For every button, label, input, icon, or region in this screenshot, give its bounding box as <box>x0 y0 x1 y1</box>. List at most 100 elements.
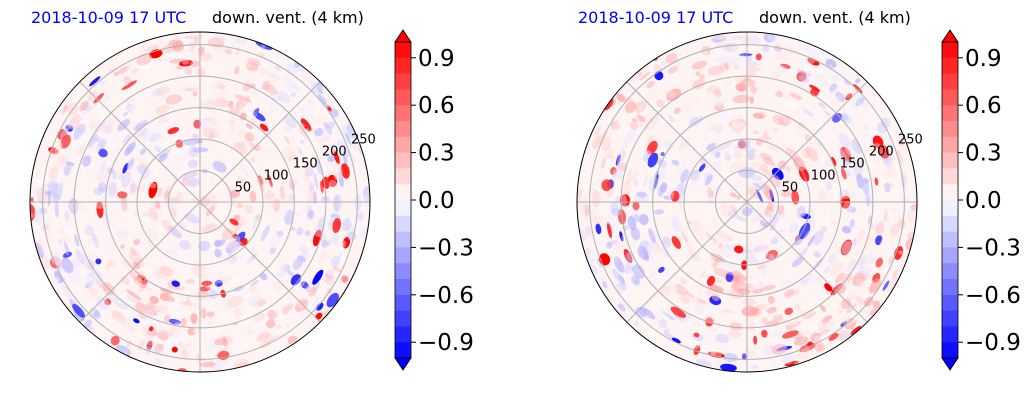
field-blob <box>180 231 192 238</box>
field-blob <box>780 63 791 69</box>
field-blob <box>720 200 732 218</box>
field-blob <box>83 319 93 329</box>
field-blob <box>159 304 169 310</box>
field-blob <box>173 169 179 175</box>
field-blob <box>676 224 682 230</box>
field-blob <box>65 226 77 237</box>
colorbar-segment <box>395 73 411 90</box>
field-blob <box>886 163 896 178</box>
field-blob <box>661 311 676 321</box>
field-blob <box>851 138 862 155</box>
field-blob <box>184 67 193 75</box>
field-blob <box>268 101 280 113</box>
field-blob <box>192 133 198 139</box>
field-blob <box>849 218 856 228</box>
field-blob <box>719 151 730 158</box>
field-blob <box>146 240 161 254</box>
field-blob <box>878 144 890 159</box>
colorbar-segment <box>395 105 411 122</box>
field-blob <box>231 86 241 92</box>
field-blob <box>767 144 780 153</box>
field-blob <box>87 104 96 115</box>
field-blob <box>248 295 262 306</box>
field-blob <box>341 217 352 232</box>
field-blob <box>840 176 850 191</box>
field-blob <box>752 130 760 135</box>
field-blob <box>716 47 722 58</box>
field-blob <box>282 76 295 87</box>
field-blob <box>181 177 190 187</box>
field-blob <box>235 343 252 354</box>
field-blob <box>845 291 852 298</box>
field-blob <box>226 296 244 308</box>
field-blob <box>745 255 758 265</box>
field-blob <box>297 146 303 156</box>
field-blob <box>725 270 741 276</box>
field-blob <box>67 115 76 127</box>
field-blob <box>851 190 856 198</box>
field-blob <box>658 266 665 273</box>
field-blob <box>680 295 691 305</box>
field-blob <box>293 83 303 93</box>
field-blob <box>68 201 79 216</box>
grid-spoke <box>199 201 321 323</box>
field-blob <box>100 93 111 104</box>
colorbar-segment <box>942 57 958 75</box>
field-blob <box>236 339 254 348</box>
field-blob <box>194 36 199 45</box>
field-blob <box>795 303 801 311</box>
field-blob <box>708 147 719 156</box>
field-blob <box>727 330 742 339</box>
field-blob <box>299 246 308 254</box>
field-blob <box>706 142 716 151</box>
field-blob <box>670 190 680 202</box>
field-blob <box>158 329 175 337</box>
field-blob <box>842 112 854 126</box>
field-blob <box>838 132 850 147</box>
field-blob <box>151 88 164 98</box>
field-blob <box>800 347 812 358</box>
field-blob <box>258 52 265 57</box>
colorbar-extend-max <box>394 29 412 43</box>
field-blob <box>92 233 100 248</box>
field-blob <box>632 201 640 211</box>
field-blob <box>233 59 251 67</box>
field-blob <box>327 155 336 162</box>
field-blob <box>772 362 778 368</box>
field-blob <box>865 252 876 265</box>
colorbar-tick-label: 0.0 <box>965 188 1002 214</box>
field-blob <box>820 225 828 234</box>
field-blob <box>888 255 893 266</box>
field-blob <box>732 147 738 155</box>
field-blob <box>872 155 880 167</box>
field-blob <box>694 304 705 315</box>
field-blob <box>747 55 752 62</box>
field-blob <box>888 140 896 157</box>
field-blob <box>228 127 236 135</box>
grid-spoke <box>626 201 748 323</box>
field-blob <box>273 276 287 290</box>
field-blob <box>90 269 104 284</box>
field-blob <box>649 271 656 278</box>
field-blob <box>159 292 170 302</box>
field-blob <box>766 306 777 314</box>
colorbar-tick-label: −0.9 <box>418 330 474 356</box>
field-blob <box>658 319 668 329</box>
field-blob <box>290 226 296 232</box>
field-blob <box>639 71 651 81</box>
field-blob <box>775 90 784 98</box>
field-blob <box>622 261 632 268</box>
field-blob <box>819 331 832 342</box>
field-blob <box>143 337 156 346</box>
field-blob <box>673 107 681 115</box>
field-blob <box>50 250 62 266</box>
field-blob <box>808 140 820 154</box>
field-blob <box>821 324 836 337</box>
field-blob <box>255 214 263 220</box>
field-blob <box>705 86 721 93</box>
field-blob <box>64 210 70 221</box>
colorbar-segment <box>395 121 411 138</box>
field-blob <box>875 257 884 268</box>
field-blob <box>614 241 624 254</box>
field-blob <box>88 76 101 87</box>
